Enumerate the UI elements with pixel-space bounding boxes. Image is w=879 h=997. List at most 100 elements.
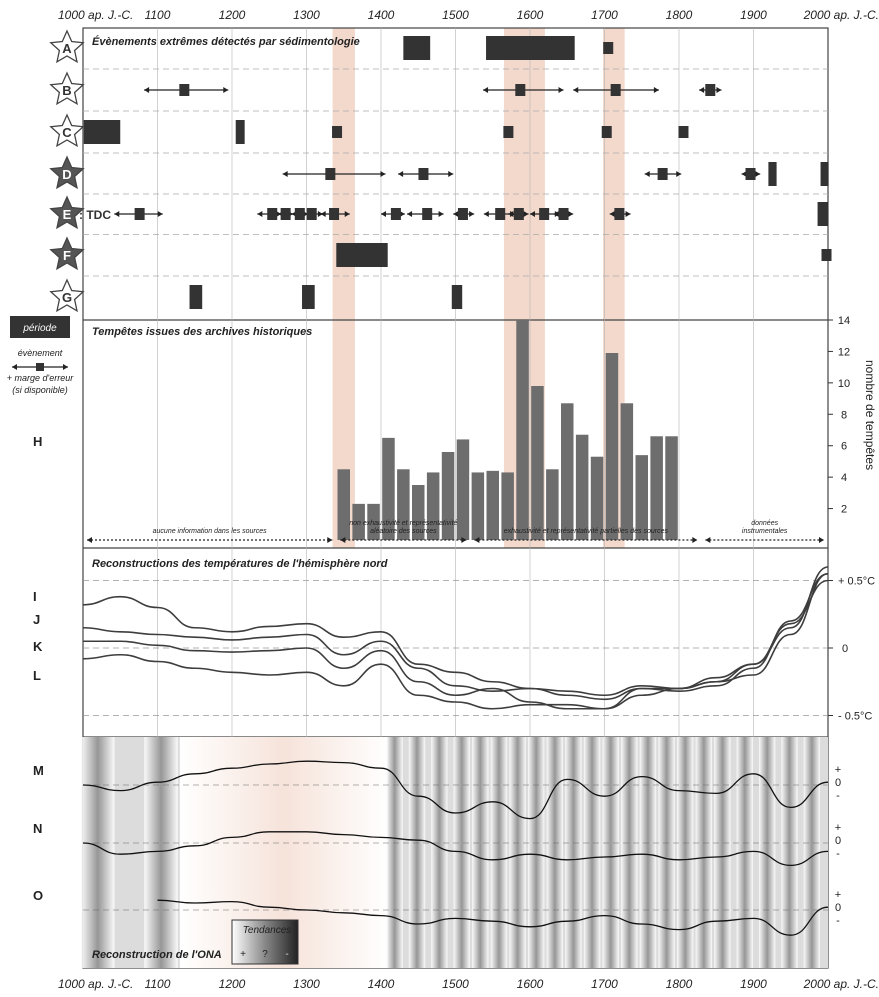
nao-series-O: [157, 899, 829, 936]
arrow-left-E-7: [407, 211, 413, 217]
source-period-arrow-left-3: [705, 537, 711, 543]
ona-stripe-6: [472, 737, 489, 968]
storm-bar: [531, 386, 544, 540]
storm-ytick-label: 8: [841, 409, 847, 421]
event-D-1: [418, 168, 429, 180]
storm-bar: [382, 437, 395, 540]
nao-tick-label: -: [836, 848, 840, 860]
bottom-tick-label: 1300: [293, 977, 320, 991]
source-period-label-3: données: [751, 520, 778, 527]
top-tick-label: 1300: [293, 8, 320, 22]
storm-bar: [605, 353, 619, 540]
event-legend-label: évènement: [18, 348, 63, 358]
top-tick-label: 1800: [666, 8, 693, 22]
event-E-2: [280, 208, 291, 220]
ona-stripe-4: [431, 737, 448, 968]
row-label-E: E: [63, 207, 72, 222]
arrow-right-E-0: [157, 211, 163, 217]
ona-stripe-3: [408, 737, 426, 968]
ona-stripe-2: [386, 737, 403, 968]
row-star-D: [49, 155, 85, 190]
ona-stripe-8: [509, 737, 526, 968]
period-C-0: [83, 120, 121, 144]
event-D-3: [745, 168, 756, 180]
event-legend-marker: [36, 363, 44, 371]
event-legend-arrow-left: [12, 364, 17, 370]
storm-bar: [650, 436, 663, 540]
year-tick-labels: 1000 ap. J.-C. 1100 1200 1300 1400 1500 1600 17…: [58, 8, 879, 991]
nao-tick-label: 0: [835, 777, 841, 789]
arrow-right-E-4: [317, 211, 323, 217]
event-E-5: [329, 208, 340, 220]
bottom-tick-label: 1200: [219, 977, 246, 991]
arrow-left-E-1: [257, 211, 263, 217]
storm-ytick-label: 4: [841, 472, 847, 484]
storm-bar: [367, 503, 380, 540]
row-label-D: D: [62, 167, 71, 182]
event-B-0: [179, 84, 190, 96]
arrow-right-E-5: [344, 211, 350, 217]
event-E-6: [390, 208, 401, 220]
bottom-tick-label: 1900: [740, 977, 767, 991]
temp-series-L: [82, 572, 829, 710]
bottom-tick-label: 2000 ap. J.-C.: [803, 977, 879, 991]
ona-stripe-7: [490, 737, 508, 968]
ona-stripe-16: [658, 737, 675, 968]
bottom-tick-label: 1700: [591, 977, 618, 991]
arrow-left-B-1: [483, 87, 489, 93]
arrow-right-B-0: [223, 87, 229, 93]
trend-legend-item: ?: [262, 949, 268, 960]
arrow-left-B-3: [699, 87, 705, 93]
series-label-N: N: [33, 821, 42, 836]
storm-bar: [546, 469, 559, 540]
event-E-12: [558, 208, 569, 220]
period-D-0: [768, 162, 777, 186]
top-tick-label: 1100: [145, 8, 171, 22]
row-star-F: [49, 236, 85, 271]
storm-bar: [486, 470, 499, 540]
event-B-3: [705, 84, 716, 96]
period-legend-swatch: [10, 316, 70, 338]
storm-bar: [471, 472, 485, 540]
period-D-1: [820, 162, 829, 186]
storm-bar: [665, 436, 678, 540]
period-C-1: [235, 120, 245, 144]
arrow-right-D-0: [380, 171, 386, 177]
ona-stripe-17: [677, 737, 694, 968]
event-E-7: [422, 208, 433, 220]
row-star-G: [49, 278, 85, 313]
event-F-0: [821, 249, 832, 261]
period-G-0: [189, 285, 203, 309]
row-suffix-E: : TDC: [79, 208, 111, 222]
nao-tick-label: 0: [835, 835, 841, 847]
ona-stripe-10: [546, 737, 564, 968]
arrow-left-B-0: [144, 87, 150, 93]
source-period-label-0: aucune information dans les sources: [153, 528, 268, 535]
event-C-1: [503, 126, 514, 138]
ona-stripe-11: [565, 737, 582, 968]
event-E-10: [513, 208, 524, 220]
row-label-A: A: [62, 41, 72, 56]
event-D-0: [325, 168, 336, 180]
row-label-C: C: [62, 125, 72, 140]
storm-bar: [620, 403, 634, 540]
arrow-right-D-3: [755, 171, 761, 177]
row-star-A: [49, 29, 85, 64]
row-star-B: [49, 71, 85, 106]
source-period-label2-3: instrumentales: [742, 528, 788, 535]
arrow-right-D-2: [676, 171, 682, 177]
storm-bar: [337, 469, 350, 540]
row-label-B: B: [62, 83, 71, 98]
temp-series-I: [82, 566, 829, 697]
event-E-4: [306, 208, 317, 220]
source-period-arrow-right-2: [692, 537, 698, 543]
storm-bar: [561, 403, 574, 540]
event-B-2: [610, 84, 621, 96]
panel4-title: Reconstruction de l'ONA: [92, 949, 222, 961]
storm-bar: [352, 503, 365, 540]
storm-bar: [456, 439, 470, 540]
event-E-0: [134, 208, 145, 220]
top-tick-label: 2000 ap. J.-C.: [803, 8, 879, 22]
arrow-right-B-2: [653, 87, 659, 93]
